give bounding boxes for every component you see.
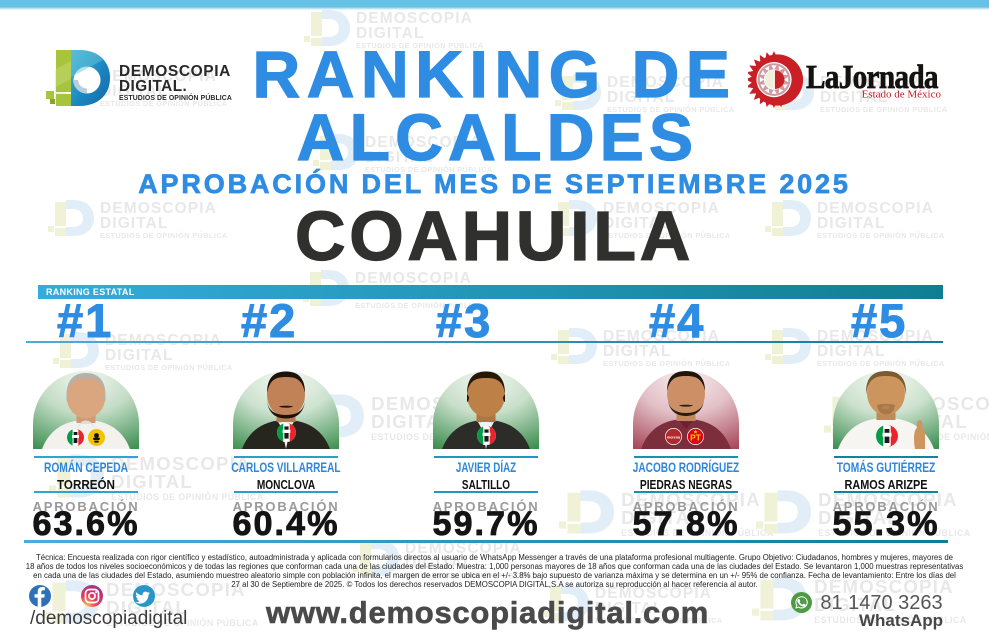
svg-text:morena: morena [667, 436, 681, 440]
svg-text:PT: PT [690, 432, 702, 442]
svg-text:DEMOSCOPIA: DEMOSCOPIA [119, 63, 231, 80]
svg-text:Estado de México: Estado de México [862, 89, 942, 101]
svg-text:DIGITAL.: DIGITAL. [119, 78, 187, 95]
svg-text:LaJornada: LaJornada [806, 58, 939, 96]
svg-text:ESTUDIOS DE OPINIÓN PÚBLICA: ESTUDIOS DE OPINIÓN PÚBLICA [119, 93, 232, 102]
